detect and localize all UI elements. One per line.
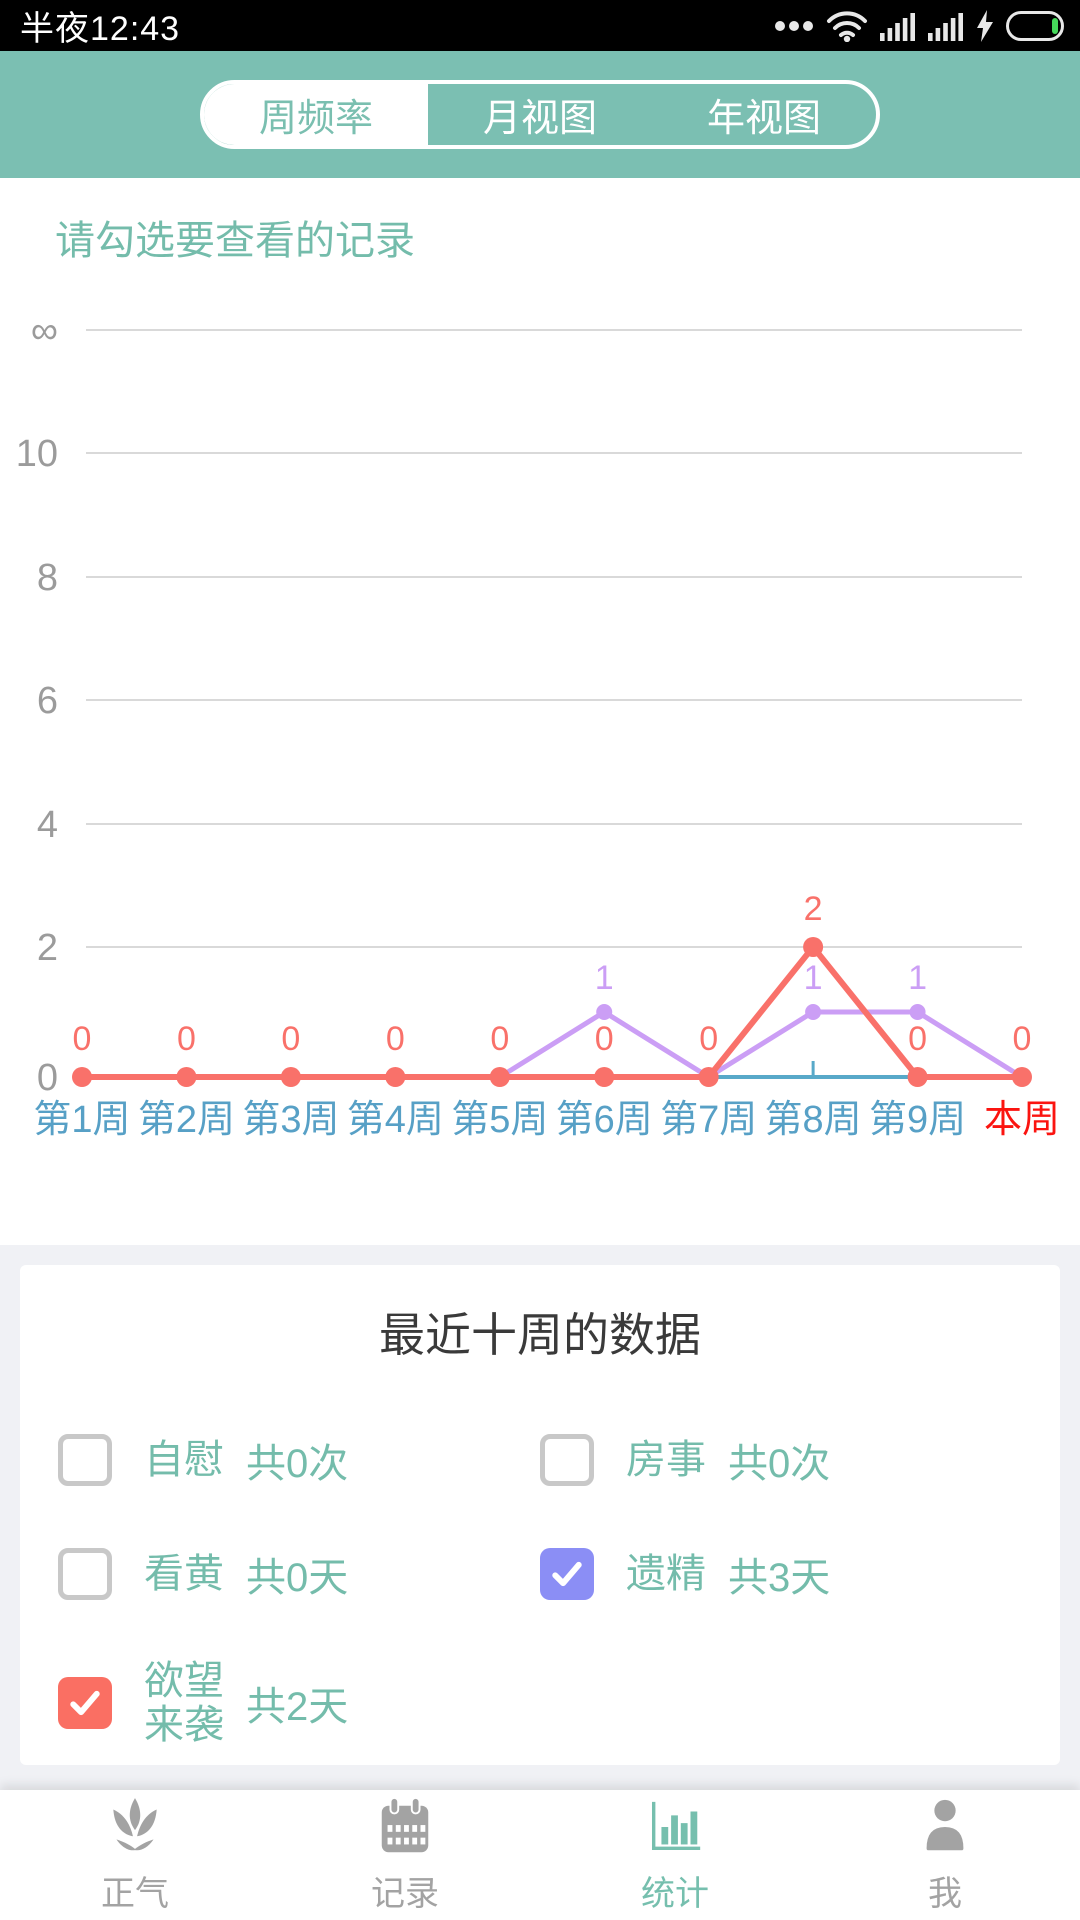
summary-card: 最近十周的数据 自慰 共0次 房事 共0次 xyxy=(20,1265,1060,1765)
svg-text:0: 0 xyxy=(177,1020,196,1058)
svg-text:2: 2 xyxy=(804,890,823,928)
nav-label: 正气 xyxy=(101,1874,169,1913)
svg-text:0: 0 xyxy=(281,1020,300,1058)
svg-text:0: 0 xyxy=(908,1020,927,1058)
svg-text:6: 6 xyxy=(37,680,58,722)
legend-item-yijing: 遗精 共3天 xyxy=(540,1545,1022,1603)
app-header: 周频率 月视图 年视图 xyxy=(0,51,1080,178)
tab-week-frequency[interactable]: 周频率 xyxy=(204,84,428,145)
card-title: 最近十周的数据 xyxy=(379,1309,701,1361)
svg-text:1: 1 xyxy=(595,959,614,997)
weekly-frequency-chart: ∞10864201 1 10 0 0 0 0 0 020 0第1周 第2周 第3周 第4周 第5周 第6周第… xyxy=(16,310,1060,1141)
svg-text:本周: 本周 xyxy=(984,1099,1060,1141)
svg-text:4: 4 xyxy=(37,804,58,846)
tab-week-frequency-label: 周频率 xyxy=(258,98,373,140)
svg-text:0: 0 xyxy=(37,1057,58,1099)
legend-item-yuwang-laixi: 欲望 来袭 共2天 xyxy=(58,1659,540,1747)
legend-label: 欲望 来袭 xyxy=(144,1659,224,1747)
more-notifications-icon xyxy=(774,20,814,32)
legend-label: 遗精 xyxy=(626,1552,706,1596)
svg-text:第3周: 第3周 xyxy=(242,1099,339,1141)
svg-text:1: 1 xyxy=(908,959,927,997)
svg-text:第2周: 第2周 xyxy=(138,1099,235,1141)
svg-text:第6周: 第6周 xyxy=(556,1099,653,1141)
svg-text:1: 1 xyxy=(804,959,823,997)
svg-text:0: 0 xyxy=(386,1020,405,1058)
check-icon xyxy=(70,1690,100,1716)
svg-text:0: 0 xyxy=(595,1020,614,1058)
svg-text:0: 0 xyxy=(699,1020,718,1058)
calendar-icon xyxy=(381,1796,429,1852)
svg-text:8: 8 xyxy=(37,557,58,599)
view-switcher: 周频率 月视图 年视图 xyxy=(200,80,880,149)
legend-item-ziwei: 自慰 共0次 xyxy=(58,1431,540,1489)
tab-year-view-label: 年视图 xyxy=(706,98,821,140)
svg-text:∞: ∞ xyxy=(31,310,58,352)
stats-icon xyxy=(651,1801,701,1850)
profile-icon xyxy=(926,1799,964,1850)
checkbox-ziwei[interactable] xyxy=(58,1434,112,1486)
status-time: 半夜12:43 xyxy=(20,10,181,48)
legend-count: 共2天 xyxy=(246,1685,349,1729)
tab-year-view[interactable]: 年视图 xyxy=(652,84,876,145)
legend-label: 自慰 xyxy=(144,1438,224,1482)
svg-text:0: 0 xyxy=(490,1020,509,1058)
check-icon xyxy=(552,1561,582,1587)
legend-item-fangshi: 房事 共0次 xyxy=(540,1431,1022,1489)
legend-row: 看黄 共0天 遗精 共3天 xyxy=(58,1545,1022,1603)
tab-month-view-label: 月视图 xyxy=(482,98,597,140)
nav-label: 统计 xyxy=(641,1874,709,1913)
svg-text:第1周: 第1周 xyxy=(33,1099,130,1141)
legend-label: 看黄 xyxy=(144,1552,224,1596)
status-icons xyxy=(774,0,1064,51)
nav-item-tongji[interactable]: 统计 xyxy=(540,1790,810,1920)
checkbox-yijing[interactable] xyxy=(540,1548,594,1600)
charging-icon xyxy=(976,9,994,42)
svg-text:0: 0 xyxy=(73,1020,92,1058)
svg-text:10: 10 xyxy=(16,433,58,475)
nav-item-jilu[interactable]: 记录 xyxy=(270,1790,540,1920)
legend-item-kanhuang: 看黄 共0天 xyxy=(58,1545,540,1603)
svg-text:2: 2 xyxy=(37,927,58,969)
legend-label: 房事 xyxy=(626,1438,706,1482)
bottom-nav: 正气 记录 统计 我 xyxy=(0,1790,1080,1920)
legend-count: 共0次 xyxy=(728,1442,831,1486)
checkbox-fangshi[interactable] xyxy=(540,1434,594,1486)
legend-count: 共0天 xyxy=(246,1556,349,1600)
legend-row: 自慰 共0次 房事 共0次 xyxy=(58,1431,1022,1489)
svg-text:第7周: 第7周 xyxy=(660,1099,757,1141)
chart-section: 请勾选要查看的记录 ∞ 10 8 6 4 2 0 1 1 1 0 0 0 0 0 0 0 2 0 0 第1周 第2周 第3周… xyxy=(0,178,1080,1245)
summary-section: 最近十周的数据 自慰 共0次 房事 共0次 xyxy=(0,1245,1080,1790)
battery-icon xyxy=(1006,10,1064,41)
status-bar: 半夜12:43 xyxy=(0,0,1080,51)
chart-prompt: 请勾选要查看的记录 xyxy=(55,219,415,263)
lotus-icon xyxy=(113,1797,157,1850)
svg-text:第8周: 第8周 xyxy=(765,1099,862,1141)
checkbox-kanhuang[interactable] xyxy=(58,1548,112,1600)
svg-text:0: 0 xyxy=(1013,1020,1032,1058)
legend-count: 共0次 xyxy=(246,1442,349,1486)
signal-icon-sim2 xyxy=(928,11,964,41)
svg-text:第4周: 第4周 xyxy=(347,1099,444,1141)
nav-label: 我 xyxy=(928,1874,962,1913)
signal-icon-sim1 xyxy=(880,11,916,41)
svg-text:第9周: 第9周 xyxy=(869,1099,966,1141)
svg-text:第5周: 第5周 xyxy=(451,1099,548,1141)
checkbox-yuwang-laixi[interactable] xyxy=(58,1677,112,1729)
tab-month-view[interactable]: 月视图 xyxy=(428,84,652,145)
nav-item-zhengqi[interactable]: 正气 xyxy=(0,1790,270,1920)
wifi-icon xyxy=(826,10,868,42)
nav-item-wo[interactable]: 我 xyxy=(810,1790,1080,1920)
legend-count: 共3天 xyxy=(728,1556,831,1600)
legend-row: 欲望 来袭 共2天 xyxy=(58,1659,1022,1747)
nav-label: 记录 xyxy=(371,1874,439,1913)
